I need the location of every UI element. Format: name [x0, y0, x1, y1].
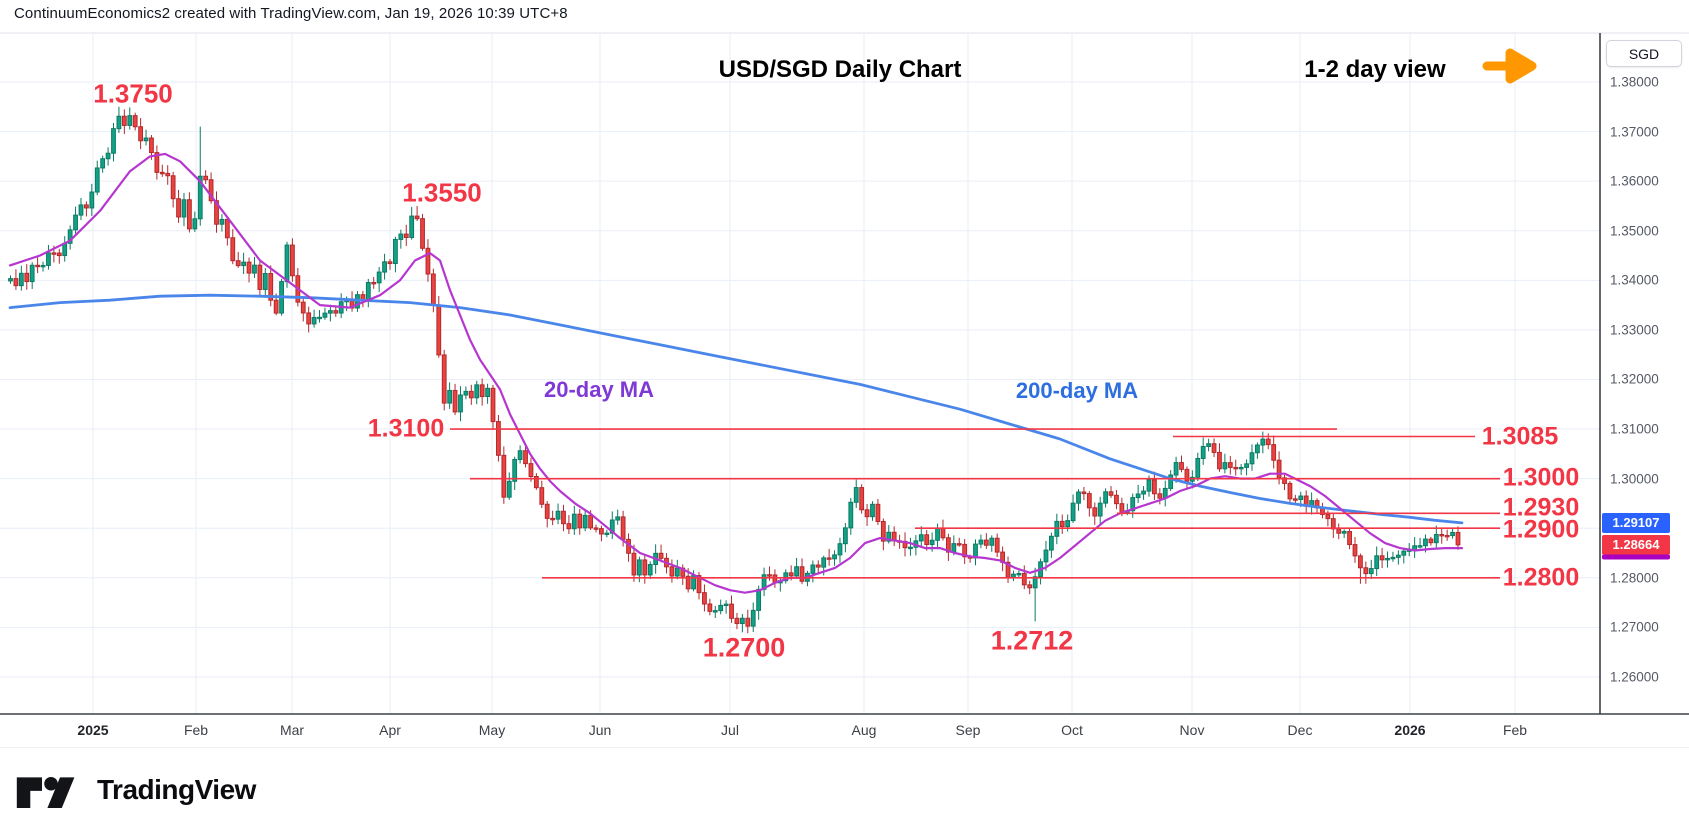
- level-label-1.3085: 1.3085: [1481, 422, 1559, 451]
- time-axis-label-Oct: Oct: [1061, 722, 1083, 738]
- time-axis-label-Feb: Feb: [183, 722, 209, 738]
- price-annotation-1.3750: 1.3750: [93, 78, 173, 109]
- time-axis-label-Feb: Feb: [1502, 722, 1528, 738]
- time-axis-label-2025: 2025: [77, 722, 109, 738]
- price-scale-label: 1.35000: [1610, 223, 1659, 239]
- time-axis-label-Sep: Sep: [955, 722, 981, 738]
- level-label-1.2900: 1.2900: [1502, 515, 1580, 544]
- price-scale-label: 1.37000: [1610, 124, 1659, 140]
- page-title: USD/SGD Daily Chart: [718, 56, 962, 83]
- time-axis-label-Jun: Jun: [588, 722, 612, 738]
- price-scale-label: 1.36000: [1610, 173, 1659, 189]
- ma200-price-badge: 1.29107: [1602, 512, 1670, 533]
- view-note-label: 1-2 day view: [1304, 56, 1446, 83]
- price-scale-label: 1.26000: [1610, 669, 1659, 685]
- price-annotation-1.2700: 1.2700: [702, 632, 786, 663]
- tradingview-wordmark: TradingView: [97, 774, 256, 805]
- time-axis-label-Mar: Mar: [279, 722, 305, 738]
- level-label-1.3000: 1.3000: [1502, 463, 1580, 492]
- time-axis-label-Jul: Jul: [721, 722, 739, 738]
- tradingview-logo-icon: [16, 776, 75, 808]
- time-axis-label-Dec: Dec: [1287, 722, 1313, 738]
- time-axis-label-Aug: Aug: [851, 722, 877, 738]
- ma20-label: 20-day MA: [543, 377, 655, 402]
- level-label-1.2930: 1.2930: [1502, 493, 1580, 522]
- time-axis-label-Nov: Nov: [1179, 722, 1205, 738]
- right-arrow-icon: [1482, 48, 1537, 84]
- attribution-text: ContinuumEconomics2 created with Trading…: [14, 5, 568, 22]
- price-scale-label: 1.38000: [1610, 74, 1659, 90]
- price-annotation-1.3550: 1.3550: [402, 177, 482, 208]
- time-axis-label-May: May: [478, 722, 506, 738]
- price-scale-label: 1.30000: [1610, 471, 1659, 487]
- currency-button[interactable]: SGD: [1606, 40, 1682, 67]
- price-scale-label: 1.28000: [1610, 570, 1659, 586]
- tradingview-brand[interactable]: TradingView: [15, 768, 256, 812]
- time-axis-label-2026: 2026: [1394, 722, 1426, 738]
- footer: TradingView: [0, 748, 1689, 824]
- level-label-1.2800: 1.2800: [1502, 563, 1580, 592]
- level-label-1.3100: 1.3100: [367, 414, 445, 443]
- price-scale-label: 1.33000: [1610, 322, 1659, 338]
- ma20-price-badge: [1602, 554, 1670, 560]
- ma200-label: 200-day MA: [1015, 378, 1139, 403]
- last-price-badge: 1.28664: [1602, 534, 1670, 555]
- price-scale-label: 1.34000: [1610, 272, 1659, 288]
- price-annotation-1.2712: 1.2712: [990, 625, 1074, 656]
- price-scale-label: 1.32000: [1610, 371, 1659, 387]
- price-scale-label: 1.27000: [1610, 619, 1659, 635]
- price-scale-label: 1.31000: [1610, 421, 1659, 437]
- time-axis-label-Apr: Apr: [379, 722, 401, 738]
